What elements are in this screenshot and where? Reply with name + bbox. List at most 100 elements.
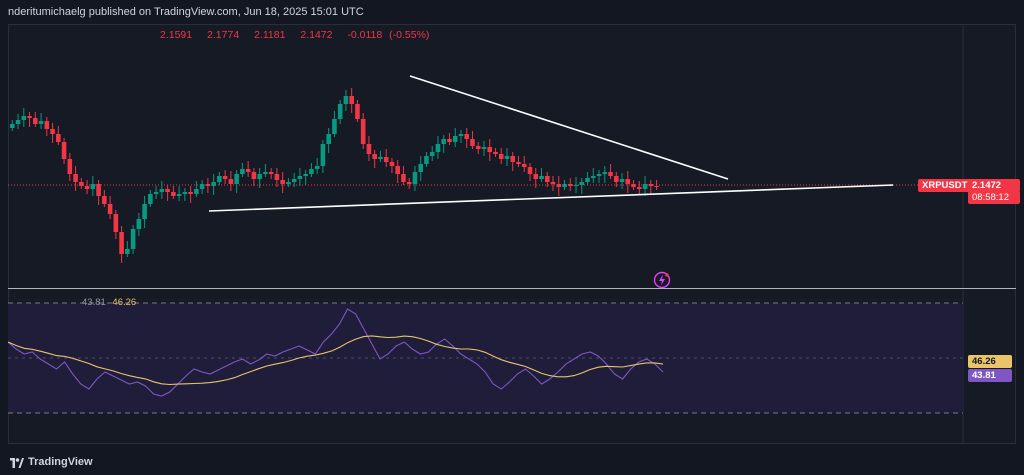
candle-body [297, 176, 303, 179]
candle-body [619, 179, 625, 182]
candle-body [263, 172, 268, 174]
rsi-value-label: 43.81 [82, 297, 106, 308]
candle-body [38, 121, 44, 124]
candle-body [395, 166, 400, 174]
candle-body [556, 184, 562, 187]
candle-body [475, 146, 481, 149]
candle-body [222, 176, 228, 179]
candle-body [343, 96, 349, 104]
candle-body [251, 172, 257, 179]
candle-body [61, 142, 67, 159]
candle-body [303, 174, 308, 176]
candle-body [73, 174, 78, 182]
candle-body [217, 176, 222, 182]
ascending-trendline [208, 184, 894, 212]
candle-body [314, 166, 320, 169]
candle-body [654, 186, 659, 187]
candle-body [631, 184, 636, 187]
candle-body [15, 120, 21, 124]
candle-body [153, 192, 159, 194]
lightning-alert-icon[interactable] [653, 271, 671, 289]
candle-body [176, 194, 182, 196]
candle-body [274, 174, 280, 180]
candle-body [648, 184, 654, 186]
chart-canvas[interactable] [8, 24, 1016, 444]
candle-body [406, 182, 412, 184]
candle-body [360, 119, 366, 144]
candle-body [326, 134, 331, 144]
tradingview-brand[interactable]: TradingView [28, 456, 93, 468]
candle-body [50, 129, 55, 134]
candle-body [602, 172, 608, 174]
candle-body [320, 144, 326, 166]
candle-body [337, 104, 343, 119]
candle-body [21, 116, 27, 120]
rsi-ma-value-label: 46.26 [112, 297, 137, 308]
candle-body [452, 136, 458, 142]
candle-body [44, 121, 50, 129]
ohlc-legend: 2.1591 2.1774 2.1181 2.1472 -0.0118 (-0.… [160, 29, 437, 41]
candle-body [107, 204, 113, 214]
candle-body [493, 152, 498, 154]
publisher-header: nderitumichaelg published on TradingView… [0, 0, 1024, 24]
candle-body [90, 184, 96, 189]
candle-body [280, 180, 285, 184]
candle-body [148, 194, 153, 204]
ohlc-change: -0.0118 (-0.55%) [347, 29, 430, 41]
pane-divider[interactable] [8, 288, 1016, 289]
candle-body [309, 169, 314, 174]
candle-body [349, 96, 354, 104]
candle-body [464, 134, 470, 139]
candle-body [590, 176, 596, 178]
candle-body [113, 214, 119, 232]
candle-body [510, 156, 516, 162]
candle-body [487, 147, 493, 152]
candle-body [286, 182, 291, 184]
candle-body [205, 184, 211, 186]
candle-body [211, 182, 216, 186]
candle-body [136, 219, 142, 229]
candle-body [539, 176, 544, 179]
candle-body [27, 116, 32, 118]
candle-body [613, 176, 619, 182]
rsi-legend: 43.81 46.26 [82, 297, 136, 308]
candle-body [470, 139, 475, 146]
candle-body [412, 172, 418, 184]
candle-body [125, 249, 130, 254]
candle-body [79, 182, 84, 186]
candle-body [636, 187, 642, 189]
candle-body [165, 189, 170, 192]
candle-body [194, 189, 199, 194]
rsi-ma-tag: 46.26 [968, 355, 1012, 368]
candle-body [130, 229, 136, 249]
candle-body [240, 169, 245, 174]
candle-body [188, 192, 193, 194]
candle-body [355, 104, 360, 119]
candle-body [199, 184, 205, 189]
rsi-value-tag: 43.81 [968, 369, 1012, 382]
candle-body [383, 157, 389, 162]
candle-body [498, 154, 504, 159]
candle-body [372, 154, 377, 159]
candle-body [481, 147, 487, 149]
candle-body [550, 182, 556, 184]
candle-body [182, 192, 188, 194]
candle-body [257, 174, 262, 179]
candle-body [389, 162, 395, 166]
candle-body [10, 124, 15, 128]
candle-body [234, 174, 239, 184]
candle-body [84, 186, 90, 189]
candle-body [527, 167, 533, 174]
candle-body [418, 164, 424, 172]
candle-body [429, 152, 435, 156]
candle-body [516, 162, 521, 164]
candle-body [102, 196, 107, 204]
ohlc-close: 2.1472 [300, 29, 333, 41]
tradingview-logo-icon[interactable] [10, 458, 24, 468]
candle-body [401, 174, 406, 182]
candle-body [268, 172, 274, 174]
candle-body [332, 119, 337, 134]
candle-body [142, 204, 147, 219]
symbol-tag: XRPUSDT [918, 179, 972, 192]
candle-body [159, 189, 165, 192]
